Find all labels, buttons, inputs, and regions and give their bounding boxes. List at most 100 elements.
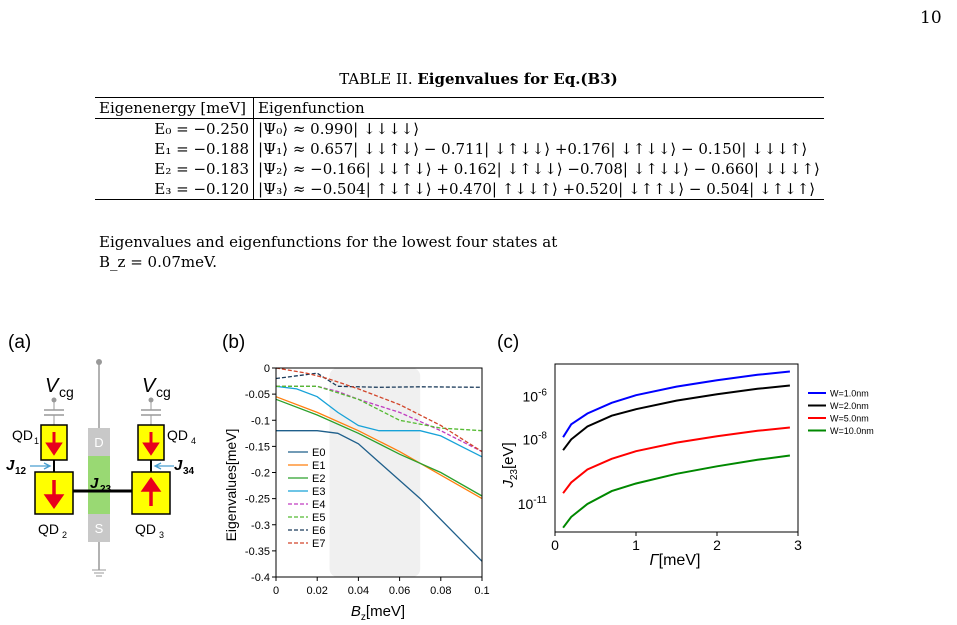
x-axis-label: Bz[meV] [351, 603, 405, 623]
qd1-spin-down-arrow [45, 432, 63, 456]
y-axis-label: J23[eV] [500, 442, 520, 488]
qd4-label: QD [167, 427, 188, 443]
j34-label: J [174, 457, 183, 474]
footnote-line-1: Eigenvalues and eigenfunctions for the l… [99, 233, 558, 251]
y-tick-label: -0.1 [251, 415, 270, 427]
plot-frame [554, 363, 799, 533]
legend-label-e6: E6 [312, 525, 325, 537]
series-line-e0 [276, 430, 483, 562]
series-lines [275, 367, 483, 562]
legend-label-e3: E3 [312, 486, 325, 498]
vcg-right-sub: cg [156, 384, 171, 400]
x-tick-label: 3 [794, 537, 802, 553]
source-region [88, 514, 110, 542]
x-tick-label: 0 [273, 585, 279, 597]
top-terminal [96, 359, 102, 365]
legend-label-e7: E7 [312, 538, 325, 550]
footnote-line-2: B_z = 0.07meV. [99, 253, 218, 271]
vcg-right: V [142, 375, 157, 397]
function-cell: |Ψ₀⟩ ≈ 0.990| ↓↓↓↓⟩ [258, 120, 420, 138]
legend-label: W=2.0nm [830, 401, 869, 411]
series-line-w-5-0nm [562, 426, 791, 494]
table-row: E₃ = −0.120 |Ψ₃⟩ ≈ −0.504| ↑↓↑↓⟩ +0.470|… [95, 179, 824, 200]
legend-label-e4: E4 [312, 499, 325, 511]
y-tick-label: 10-6 [523, 387, 548, 404]
y-ticks: 0 -0.05 -0.1 -0.15 -0.2 -0.25 -0.3 -0.35 -0.4 [245, 363, 276, 584]
vcg-left-sub: cg [59, 384, 74, 400]
series-line-e3 [275, 385, 483, 458]
legend: W=1.0nm W=2.0nm W=5.0nm W=10.0nm [808, 389, 874, 436]
table-row: E₁ = −0.188 |Ψ₁⟩ ≈ 0.657| ↓↓↑↓⟩ − 0.711|… [95, 139, 824, 159]
j34-label-sub: 34 [183, 466, 195, 477]
j34-arrow [153, 462, 174, 470]
table-header-row: Eigenenergy [meV] Eigenfunction [95, 97, 824, 119]
series-line-e7 [275, 367, 483, 453]
table-row: E₂ = −0.183 |Ψ₂⟩ ≈ −0.166| ↓↓↑↓⟩ + 0.162… [95, 159, 824, 179]
panel-b-label: (b) [222, 332, 245, 353]
y-tick-label: 10-11 [518, 495, 548, 512]
qd2-label: QD [38, 521, 59, 537]
drain-region [88, 428, 110, 456]
x-tick-label: 0.08 [430, 585, 451, 597]
series-line-w-2-0nm [562, 384, 791, 451]
qd1-label-sub: 1 [34, 436, 39, 446]
x-tick-label: 0.06 [389, 585, 410, 597]
series-line-w-1-0nm [562, 370, 791, 438]
panel-c: (c) 0 1 2 3 10-6 10-8 10-11 Γ[meV] J23[eV] W=… [497, 332, 874, 569]
x-tick-label: 0.1 [474, 585, 489, 597]
header-eigenenergy: Eigenenergy [meV] [95, 97, 254, 119]
panel-a: (a) D S V cg V cg QD 1 [6, 332, 196, 577]
qd3-spin-up-arrow [140, 476, 162, 506]
j23-label: J [90, 475, 99, 492]
table-caption: TABLE II. Eigenvalues for Eq.(B3) [0, 70, 957, 88]
y-ticks: 10-6 10-8 10-11 [518, 387, 548, 512]
series-line-w-10-0nm [562, 454, 791, 529]
x-ticks: 0 0.02 0.04 0.06 0.08 0.1 [273, 577, 490, 597]
energy-cell: E₃ = −0.120 [95, 179, 254, 200]
legend-label-e0: E0 [312, 447, 325, 459]
table-row: E₀ = −0.250 |Ψ₀⟩ ≈ 0.990| ↓↓↓↓⟩ [95, 118, 824, 139]
shaded-region [329, 368, 421, 577]
table-caption-title: Eigenvalues for Eq.(B3) [417, 70, 618, 88]
energy-cell: E₀ = −0.250 [95, 118, 254, 139]
j23-label-sub: 23 [100, 484, 112, 495]
qd4-label-sub: 4 [191, 436, 196, 446]
qd4-spin-down-arrow [142, 432, 160, 456]
drain-label: D [94, 435, 103, 450]
y-tick-label: -0.25 [245, 494, 270, 506]
panel-a-label: (a) [8, 332, 31, 353]
y-tick-label: -0.05 [245, 389, 270, 401]
x-tick-label: 1 [632, 537, 640, 553]
series-line-e2 [275, 398, 483, 497]
channel-region [88, 456, 110, 514]
page-number: 10 [920, 8, 942, 28]
function-cell: |Ψ₁⟩ ≈ 0.657| ↓↓↑↓⟩ − 0.711| ↓↑↓↓⟩ +0.17… [258, 140, 808, 158]
x-axis-label: Γ[meV] [650, 552, 701, 569]
vcg-left: V [45, 375, 60, 397]
y-tick-label: 0 [264, 363, 270, 375]
table-footnote: Eigenvalues and eigenfunctions for the l… [99, 232, 659, 272]
function-cell: |Ψ₃⟩ ≈ −0.504| ↑↓↑↓⟩ +0.470| ↑↓↓↑⟩ +0.52… [258, 180, 816, 198]
y-tick-label: -0.35 [245, 546, 270, 558]
series-line-e6 [275, 372, 483, 388]
x-tick-label: 0.04 [348, 585, 369, 597]
y-tick-label: -0.2 [251, 468, 270, 480]
legend-label-e1: E1 [312, 460, 325, 472]
qd2-label-sub: 2 [62, 530, 67, 540]
panel-b: (b) 0 0.02 0.04 0.06 0.08 0.1 0 -0.05 -0.1 -0.15… [222, 332, 490, 623]
qd2-spin-down-arrow [43, 480, 65, 510]
j12-label-sub: 12 [15, 466, 27, 477]
y-axis-label: Eigenvalues[meV] [223, 429, 239, 542]
y-tick-label: -0.4 [251, 572, 270, 584]
legend-label: W=10.0nm [830, 426, 874, 436]
qd3-label: QD [135, 521, 156, 537]
legend-label-e2: E2 [312, 473, 325, 485]
function-cell: |Ψ₂⟩ ≈ −0.166| ↓↓↑↓⟩ + 0.162| ↓↑↓↓⟩ −0.7… [258, 160, 820, 178]
header-eigenfunction: Eigenfunction [258, 99, 365, 117]
energy-cell: E₁ = −0.188 [95, 139, 254, 159]
table-caption-prefix: TABLE II. [339, 70, 413, 88]
y-tick-label: 10-8 [523, 430, 548, 447]
series-lines [562, 370, 791, 529]
energy-cell: E₂ = −0.183 [95, 159, 254, 179]
series-line-e1 [275, 396, 483, 500]
